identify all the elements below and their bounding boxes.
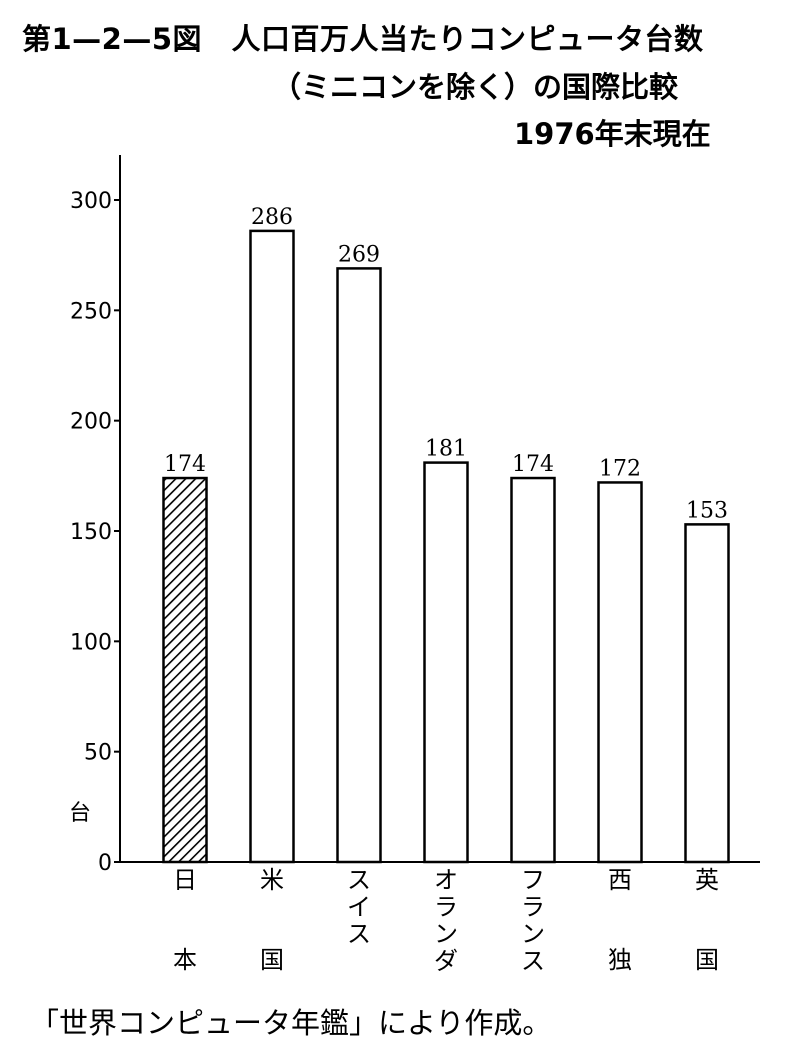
bar-3 <box>336 267 382 864</box>
category-label: スイス <box>347 866 371 948</box>
y-tick-label: 100 <box>70 630 112 655</box>
category-char: 英 <box>695 866 719 894</box>
title-line-3: 1976年末現在 <box>514 117 711 151</box>
y-tick-label: 300 <box>70 189 112 214</box>
bar-7 <box>684 523 730 864</box>
category-char: 独 <box>608 946 632 974</box>
data-label: 269 <box>338 242 380 267</box>
category-char: ス <box>347 866 371 894</box>
y-axis-label: 台 <box>69 801 91 826</box>
category-char: ン <box>521 920 545 948</box>
category-char: 米 <box>260 866 284 894</box>
bar-2 <box>249 229 295 864</box>
data-label: 174 <box>164 452 206 477</box>
category-label: 英国 <box>695 866 719 974</box>
bar-5 <box>510 476 556 864</box>
category-char: イ <box>347 893 371 921</box>
data-label: 286 <box>251 205 293 230</box>
y-tick-label: 50 <box>84 741 112 766</box>
data-label: 174 <box>512 452 554 477</box>
category-char: ス <box>347 920 371 948</box>
bar-6 <box>597 481 643 864</box>
bar-4 <box>423 461 469 864</box>
category-char: 国 <box>260 946 284 974</box>
y-tick-label: 200 <box>70 410 112 435</box>
category-label: 西独 <box>608 866 632 974</box>
category-char: オ <box>434 866 458 894</box>
category-char: ラ <box>521 893 545 921</box>
category-char: ス <box>521 947 545 975</box>
category-char: ン <box>434 920 458 948</box>
category-label: 米国 <box>260 866 284 974</box>
category-char: ラ <box>434 893 458 921</box>
y-tick-label: 150 <box>70 520 112 545</box>
title-line-2: （ミニコンを除く）の国際比較 <box>272 70 679 104</box>
data-label: 172 <box>599 456 641 481</box>
category-char: フ <box>521 866 545 894</box>
category-char: ダ <box>434 947 458 975</box>
data-label: 153 <box>686 498 728 523</box>
y-tick-label: 250 <box>70 299 112 324</box>
title-line-1: 第1—2—5図 人口百万人当たりコンピュータ台数 <box>22 22 704 56</box>
y-tick-label: 0 <box>98 851 112 876</box>
data-label: 181 <box>425 437 467 462</box>
bar-chart: 050100150200250300台174日本286米国269スイス181オラ… <box>69 155 760 975</box>
category-char: 西 <box>608 866 632 894</box>
category-char: 国 <box>695 946 719 974</box>
bar-1 <box>162 476 208 864</box>
category-char: 本 <box>173 946 197 974</box>
category-char: 日 <box>173 866 197 894</box>
source-note: 「世界コンピュータ年鑑」により作成。 <box>30 1006 552 1040</box>
category-label: 日本 <box>173 866 197 974</box>
